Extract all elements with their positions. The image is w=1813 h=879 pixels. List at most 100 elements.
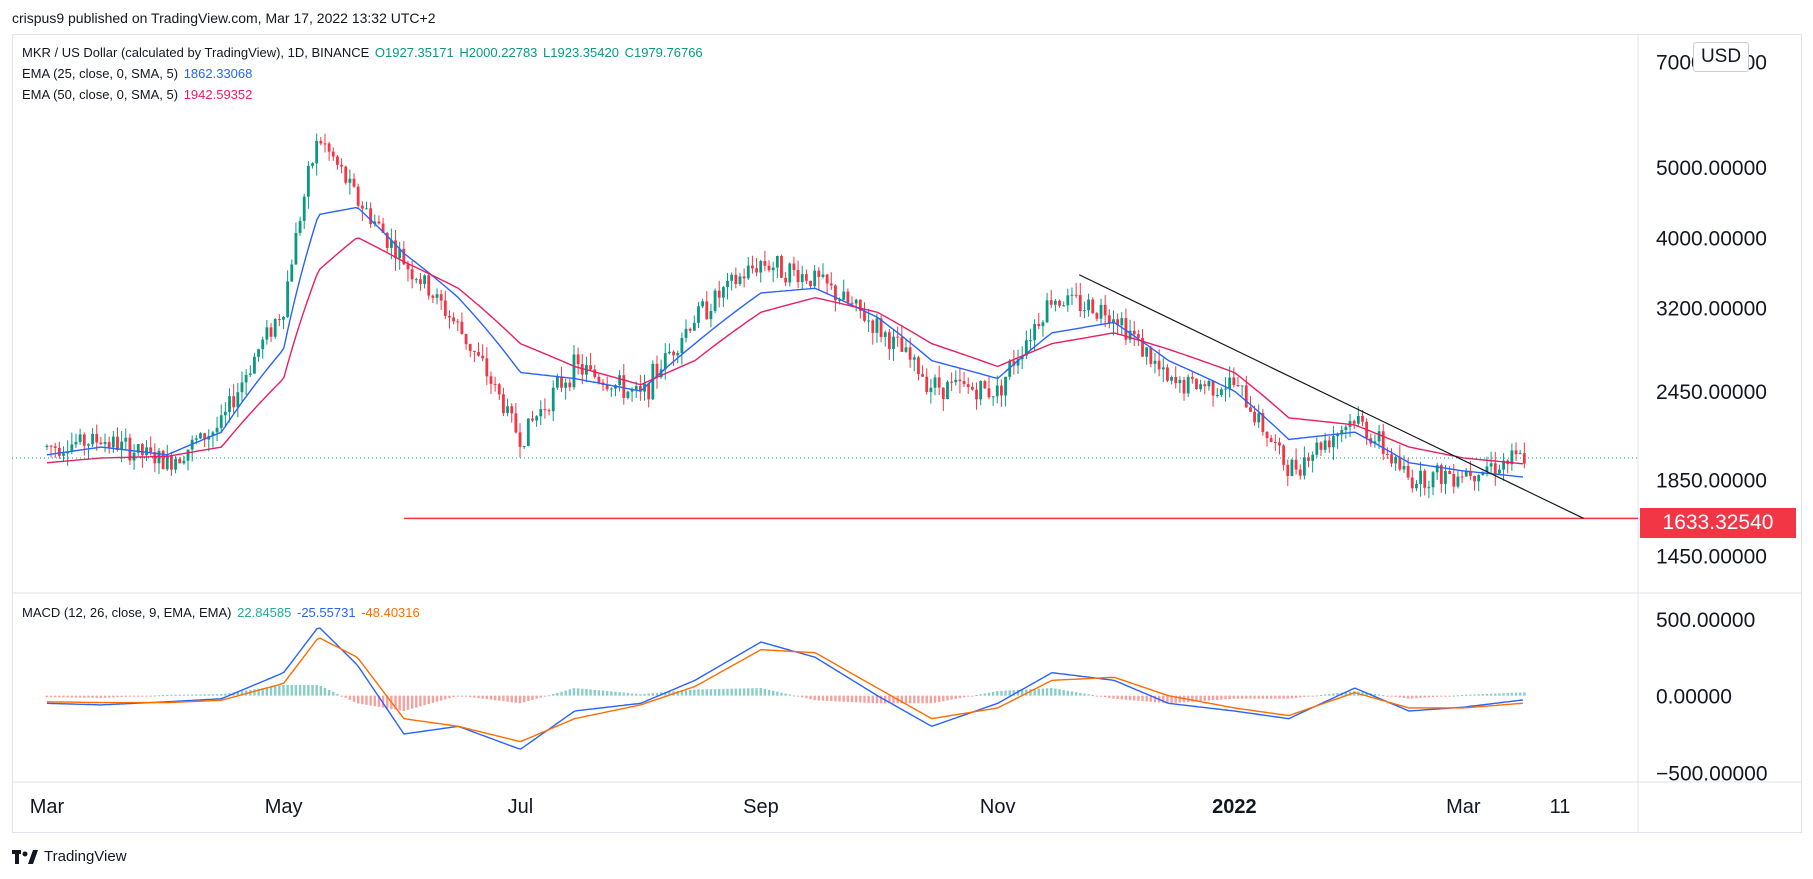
candle-body [846, 291, 850, 303]
macd-histogram-bar [269, 686, 273, 696]
macd-histogram-bar [1294, 695, 1298, 698]
macd-histogram-bar [1456, 695, 1460, 697]
macd-histogram-bar [1070, 691, 1074, 696]
macd-histogram-bar [1220, 695, 1223, 700]
candle-body [1456, 476, 1460, 487]
candle-body [298, 220, 302, 233]
candle-body [1340, 430, 1344, 435]
macd-histogram-bar [1128, 695, 1132, 701]
descending-trendline[interactable] [1078, 274, 1584, 519]
ema50-line [46, 237, 1523, 465]
macd-histogram-bar [1091, 695, 1094, 697]
candle-body [792, 263, 796, 270]
macd-histogram-bar [1523, 692, 1526, 696]
candle-body [414, 279, 418, 281]
macd-histogram-bar [1257, 695, 1260, 699]
macd-histogram-bar [539, 695, 542, 698]
macd-histogram-bar [332, 691, 335, 696]
macd-histogram-bar [95, 695, 98, 698]
candle-body [1398, 456, 1402, 470]
macd-histogram-bar [394, 695, 397, 710]
candle-body [236, 392, 240, 408]
candle-body [265, 327, 269, 340]
macd-histogram-bar [888, 695, 891, 704]
macd-histogram-bar [120, 695, 123, 698]
candle-body [892, 336, 895, 349]
macd-histogram-bar [464, 695, 468, 697]
macd-histogram-bar [622, 692, 625, 696]
macd-histogram-bar [668, 691, 671, 696]
macd-histogram-bar [1029, 689, 1032, 696]
candle-body [522, 446, 526, 448]
candle-body [1273, 442, 1277, 444]
candle-body [1215, 395, 1219, 397]
candle-body [219, 415, 223, 428]
macd-histogram-bar [651, 693, 655, 696]
macd-histogram-bar [116, 695, 119, 698]
macd-histogram-bar [1141, 695, 1144, 702]
candle-body [900, 337, 904, 352]
candle-body [253, 356, 256, 374]
candle-body [70, 444, 74, 452]
candle-body [497, 384, 501, 395]
macd-histogram-bar [805, 695, 808, 699]
macd-histogram-bar [1137, 695, 1140, 701]
macd-histogram-bar [1203, 695, 1206, 701]
candle-body [1232, 377, 1236, 386]
candle-body [1282, 445, 1286, 465]
candle-body [385, 232, 389, 248]
candle-body [1302, 457, 1306, 476]
macd-histogram-bar [718, 688, 721, 696]
price-tick-label: 4000.00000 [1656, 227, 1767, 250]
candle-body [593, 369, 597, 377]
macd-histogram-bar [1050, 688, 1053, 696]
macd-histogram-bar [680, 690, 684, 696]
candle-body [551, 387, 555, 412]
macd-histogram-bar [593, 689, 596, 696]
macd-histogram-bar [1469, 694, 1472, 696]
macd-histogram-bar [913, 695, 916, 704]
macd-histogram-bar [1473, 694, 1476, 696]
candle-body [1219, 389, 1223, 396]
currency-button[interactable]: USD [1693, 42, 1749, 72]
candle-body [502, 394, 505, 414]
macd-histogram-bar [830, 695, 833, 702]
macd-histogram-bar [153, 695, 157, 697]
candle-body [1049, 300, 1053, 305]
candle-body [809, 280, 812, 287]
candle-body [140, 444, 144, 456]
candle-body [1361, 415, 1364, 422]
candle-body [165, 455, 169, 470]
macd-histogram-bar [1236, 695, 1240, 699]
macd-histogram-bar [767, 689, 771, 696]
macd-histogram-bar [1054, 688, 1057, 696]
macd-histogram-bar [1099, 695, 1103, 697]
macd-histogram-bar [792, 695, 796, 697]
macd-histogram-bar [1025, 689, 1028, 696]
macd-histogram-bar [1112, 695, 1115, 699]
macd-histogram-bar [576, 688, 580, 696]
candle-body [1228, 377, 1232, 389]
macd-histogram-bar [1323, 694, 1327, 696]
candle-body [871, 320, 875, 333]
candle-body [1058, 300, 1061, 306]
candle-body [1149, 347, 1153, 364]
macd-histogram-bar [1386, 695, 1389, 697]
candle-body [223, 411, 227, 416]
macd-histogram-bar [1299, 695, 1302, 698]
macd-histogram-bar [460, 695, 464, 697]
macd-histogram-bar [406, 695, 410, 710]
macd-histogram-bar [759, 688, 762, 696]
macd-histogram-bar [854, 695, 858, 703]
candle-body [394, 240, 397, 259]
macd-histogram-bar [751, 688, 754, 696]
macd-histogram-bar [410, 695, 414, 709]
candle-body [348, 178, 352, 183]
tradingview-logo[interactable]: TradingView [12, 848, 127, 865]
macd-histogram-bar [1307, 695, 1310, 697]
macd-histogram-bar [186, 694, 190, 696]
macd-histogram-bar [908, 695, 912, 704]
candle-body [406, 264, 410, 270]
candle-body [228, 396, 231, 412]
